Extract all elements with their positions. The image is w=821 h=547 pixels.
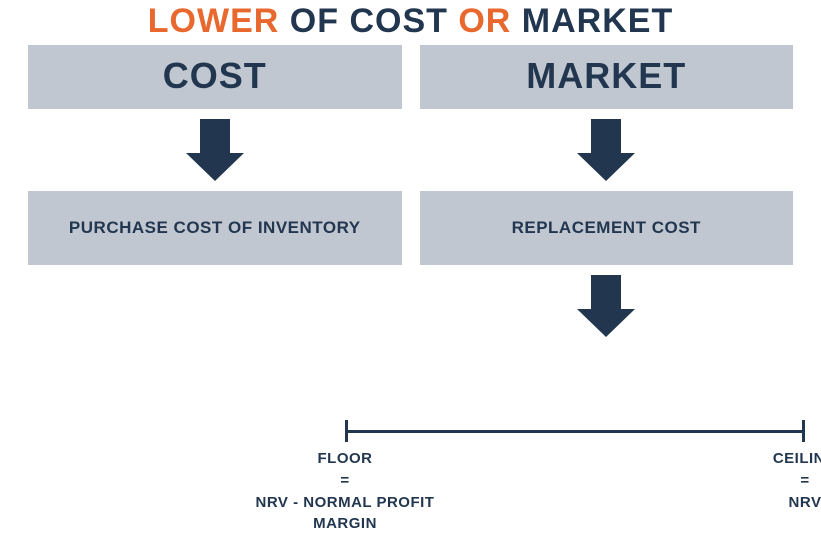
cost-desc-box: PURCHASE COST OF INVENTORY — [28, 191, 402, 265]
floor-eq: = — [230, 470, 460, 492]
cost-column: COST PURCHASE COST OF INVENTORY — [28, 45, 402, 347]
range-tick-left — [345, 420, 348, 442]
range-bar — [345, 420, 805, 442]
market-desc-box: REPLACEMENT COST — [420, 191, 794, 265]
title-word-lower: LOWER — [148, 2, 280, 40]
title-word-of: OF — [290, 2, 339, 40]
market-column: MARKET REPLACEMENT COST — [420, 45, 794, 347]
range-wrap: FLOOR = NRV - NORMAL PROFIT MARGIN CEILI… — [345, 420, 805, 448]
ceiling-label: CEILING — [750, 448, 821, 470]
floor-block: FLOOR = NRV - NORMAL PROFIT MARGIN — [230, 448, 460, 535]
page-title: LOWER OF COST OR MARKET — [0, 0, 821, 41]
floor-value: NRV - NORMAL PROFIT MARGIN — [230, 492, 460, 536]
ceiling-eq: = — [750, 470, 821, 492]
range-tick-right — [802, 420, 805, 442]
cost-header-box: COST — [28, 45, 402, 109]
title-word-market: MARKET — [522, 2, 673, 40]
ceiling-block: CEILING = NRV — [750, 448, 821, 513]
down-arrow-icon — [577, 119, 635, 181]
down-arrow-icon — [186, 119, 244, 181]
columns-wrap: COST PURCHASE COST OF INVENTORY MARKET R… — [0, 41, 821, 347]
title-word-or: OR — [458, 2, 511, 40]
floor-label: FLOOR — [230, 448, 460, 470]
market-desc-text: REPLACEMENT COST — [512, 217, 701, 238]
cost-desc-text: PURCHASE COST OF INVENTORY — [69, 217, 361, 238]
ceiling-value: NRV — [750, 492, 821, 514]
down-arrow-icon — [577, 275, 635, 337]
title-word-cost: COST — [349, 2, 447, 40]
market-header-box: MARKET — [420, 45, 794, 109]
range-line — [345, 430, 805, 433]
